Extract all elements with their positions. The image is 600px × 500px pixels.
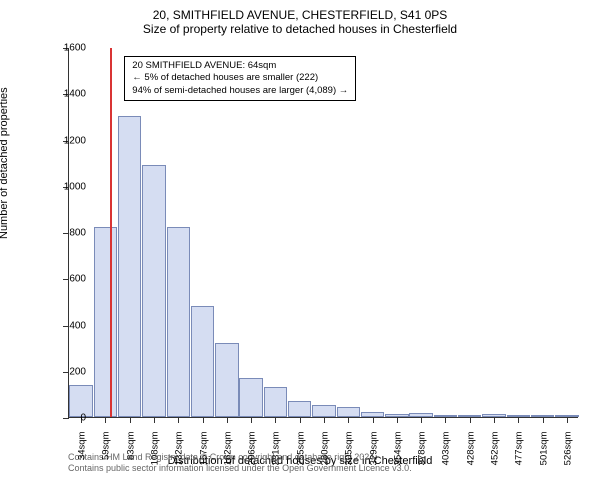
x-tick [421,417,422,423]
x-tick [178,417,179,423]
y-tick-label: 1000 [44,181,86,192]
x-tick-label: 280sqm [320,432,331,482]
y-tick-label: 600 [44,274,86,285]
x-tick-label: 132sqm [174,432,185,482]
histogram-bar [191,306,214,417]
chart-title-line2: Size of property relative to detached ho… [0,22,600,36]
annotation-box: 20 SMITHFIELD AVENUE: 64sqm← 5% of detac… [124,56,356,101]
x-tick [227,417,228,423]
x-tick [373,417,374,423]
y-axis-label: Number of detached properties [0,87,10,239]
x-tick-label: 255sqm [295,432,306,482]
x-tick-label: 526sqm [562,432,573,482]
y-tick-label: 800 [44,228,86,239]
histogram-bar [167,227,190,417]
x-tick [518,417,519,423]
x-tick-label: 34sqm [77,432,88,482]
attribution-line1: Contains HM Land Registry data © Crown c… [68,452,412,463]
annotation-line2: ← 5% of detached houses are smaller (222… [132,72,348,84]
x-tick [300,417,301,423]
x-tick-label: 108sqm [150,432,161,482]
x-tick-label: 452sqm [490,432,501,482]
x-tick-label: 305sqm [344,432,355,482]
x-tick-label: 354sqm [392,432,403,482]
x-tick-label: 59sqm [101,432,112,482]
x-tick [130,417,131,423]
histogram-bar [288,401,311,417]
annotation-line3: 94% of semi-detached houses are larger (… [132,85,348,97]
x-tick [154,417,155,423]
histogram-bar [142,165,165,417]
y-tick-label: 1400 [44,89,86,100]
x-tick [203,417,204,423]
x-tick [251,417,252,423]
x-tick [567,417,568,423]
x-tick-label: 231sqm [271,432,282,482]
x-tick-label: 477sqm [514,432,525,482]
x-tick [470,417,471,423]
histogram-bar [337,407,360,417]
x-tick-label: 157sqm [198,432,209,482]
histogram-bar [264,387,287,417]
histogram-bar [118,116,141,417]
x-tick-label: 206sqm [247,432,258,482]
x-tick-label: 329sqm [368,432,379,482]
x-tick [445,417,446,423]
chart-title-line1: 20, SMITHFIELD AVENUE, CHESTERFIELD, S41… [0,8,600,22]
x-tick-label: 403sqm [441,432,452,482]
plot-area: 20 SMITHFIELD AVENUE: 64sqm← 5% of detac… [68,48,578,418]
y-tick-label: 0 [44,413,86,424]
x-tick-label: 378sqm [417,432,428,482]
chart-container: 20, SMITHFIELD AVENUE, CHESTERFIELD, S41… [0,8,600,478]
histogram-bar [94,227,117,417]
x-tick [397,417,398,423]
histogram-bar [312,405,335,417]
x-tick [348,417,349,423]
x-tick-label: 83sqm [125,432,136,482]
y-tick-label: 1600 [44,43,86,54]
x-tick-label: 501sqm [538,432,549,482]
x-tick [494,417,495,423]
y-tick-label: 200 [44,366,86,377]
attribution-text: Contains HM Land Registry data © Crown c… [68,452,412,474]
annotation-line1: 20 SMITHFIELD AVENUE: 64sqm [132,60,348,72]
x-tick-label: 182sqm [222,432,233,482]
y-tick-label: 400 [44,320,86,331]
x-tick [543,417,544,423]
attribution-line2: Contains public sector information licen… [68,463,412,474]
x-tick-label: 428sqm [465,432,476,482]
x-tick [275,417,276,423]
property-marker-line [110,48,112,417]
y-tick-label: 1200 [44,135,86,146]
histogram-bar [239,378,262,417]
x-tick [105,417,106,423]
histogram-bar [215,343,238,417]
x-tick [324,417,325,423]
